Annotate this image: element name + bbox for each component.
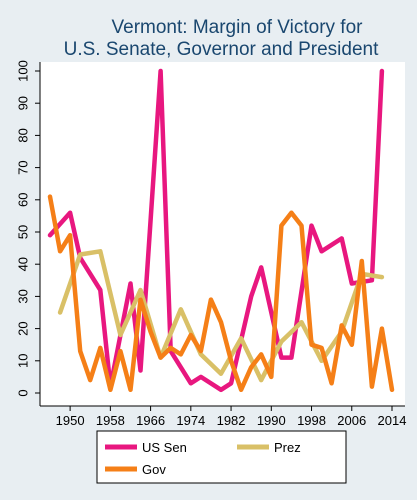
- y-tick-label: 80: [16, 128, 31, 142]
- x-tick-label: 2014: [378, 413, 407, 428]
- legend-box: [96, 430, 347, 484]
- series-line-us-sen: [47, 68, 385, 393]
- y-tick-label: 90: [16, 96, 31, 110]
- x-tick-label: 1974: [176, 413, 205, 428]
- chart-title-line-1: Vermont: Margin of Victory for: [112, 17, 364, 38]
- x-tick-label: 1950: [56, 413, 85, 428]
- y-tick-label: 30: [16, 289, 31, 303]
- y-tick-label: 0: [16, 389, 31, 396]
- y-tick-label: 20: [16, 321, 31, 335]
- x-tick-label: 2006: [337, 413, 366, 428]
- y-tick-label: 100: [16, 60, 31, 82]
- x-tick-label: 1990: [257, 413, 286, 428]
- x-tick-label: 1958: [96, 413, 125, 428]
- x-tick-label: 1982: [217, 413, 246, 428]
- series-line-gov: [47, 194, 395, 393]
- y-tick-label: 60: [16, 193, 31, 207]
- y-tick-label: 50: [16, 225, 31, 239]
- legend: US Sen Prez Gov: [96, 430, 347, 484]
- x-tick-label: 1966: [136, 413, 165, 428]
- chart-title-line-2: U.S. Senate, Governor and President: [64, 39, 379, 60]
- legend-label: Prez: [274, 440, 301, 455]
- legend-label: Gov: [142, 462, 166, 477]
- series-line-prez: [57, 249, 385, 383]
- y-tick-label: 10: [16, 354, 31, 368]
- x-tick-label: 1998: [297, 413, 326, 428]
- legend-label: US Sen: [142, 440, 187, 455]
- axes: 0 10 20 30 40 50 60 70 80 90 100 1950 1958 1966 1974 19…: [16, 60, 407, 428]
- y-tick-label: 40: [16, 257, 31, 271]
- plot-area: [40, 62, 405, 406]
- y-tick-label: 70: [16, 160, 31, 174]
- series-lines: [47, 68, 395, 393]
